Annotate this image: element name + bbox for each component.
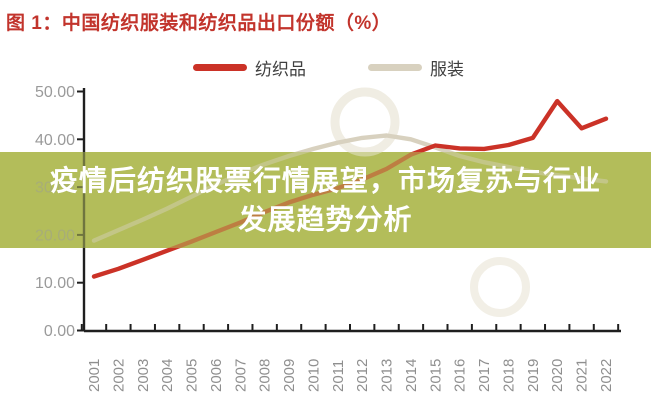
svg-text:2008: 2008 [257,359,274,392]
svg-text:2009: 2009 [281,359,298,392]
svg-text:2003: 2003 [135,359,152,392]
svg-text:2020: 2020 [549,359,566,392]
svg-text:10.00: 10.00 [35,275,75,292]
svg-text:2006: 2006 [208,359,225,392]
svg-text:2018: 2018 [500,359,517,392]
legend-label-textiles: 纺织品 [255,60,306,79]
svg-text:2007: 2007 [232,359,249,392]
apparel-line-swatch [368,64,422,71]
svg-text:2005: 2005 [184,359,201,392]
svg-text:2015: 2015 [427,359,444,392]
svg-text:2021: 2021 [574,359,591,392]
legend-item-textiles: 纺织品 [193,55,306,80]
figure-title: 图 1：中国纺织服装和纺织品出口份额（%） [6,13,392,34]
svg-text:2011: 2011 [330,360,347,392]
textiles-line-swatch [193,64,247,71]
legend-label-apparel: 服装 [430,60,464,79]
svg-text:2001: 2001 [86,359,103,392]
chart-legend: 纺织品 服装 [0,55,657,80]
svg-text:0.00: 0.00 [44,323,75,340]
svg-text:2017: 2017 [476,359,493,392]
svg-text:40.00: 40.00 [35,132,75,149]
svg-text:2012: 2012 [354,359,371,392]
svg-text:2013: 2013 [379,359,396,392]
svg-text:2022: 2022 [598,359,615,392]
svg-text:2002: 2002 [110,359,127,392]
svg-text:2016: 2016 [452,359,469,392]
legend-item-apparel: 服装 [368,55,464,80]
svg-text:2014: 2014 [403,359,420,392]
svg-text:2010: 2010 [305,359,322,392]
svg-text:2019: 2019 [525,359,542,392]
svg-text:50.00: 50.00 [35,84,75,101]
svg-text:2004: 2004 [159,359,176,392]
